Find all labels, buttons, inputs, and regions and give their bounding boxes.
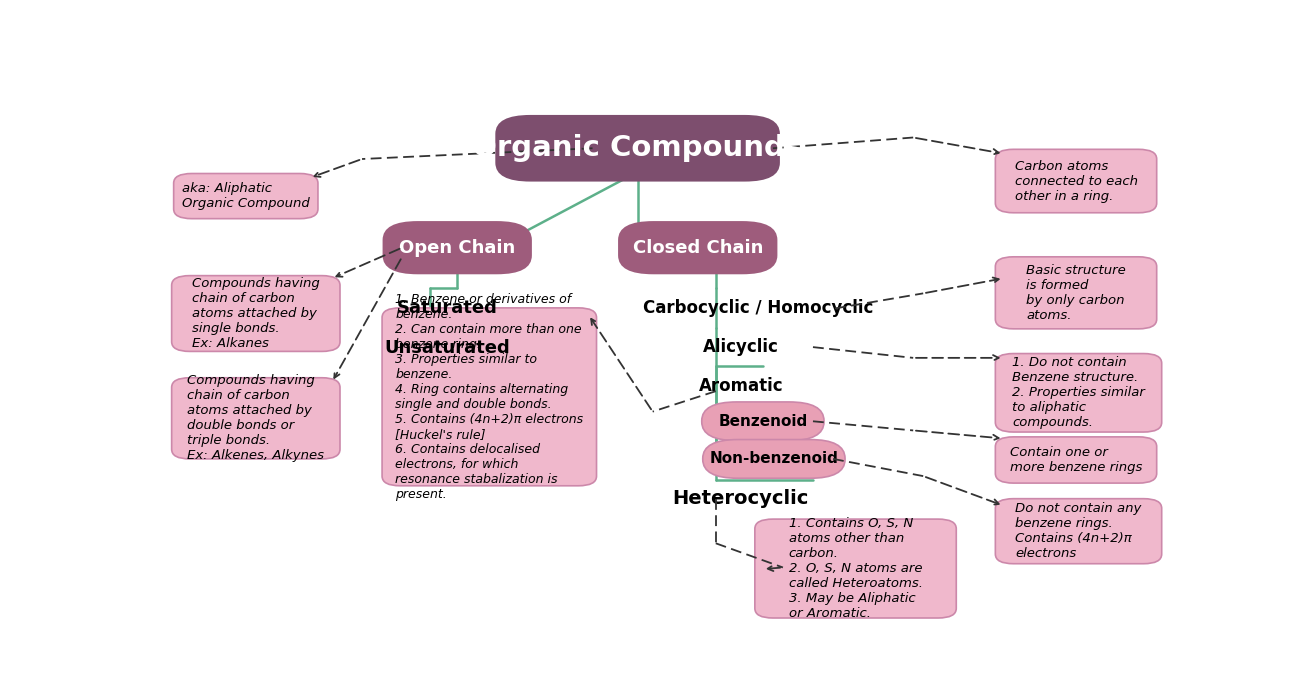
FancyBboxPatch shape (996, 354, 1161, 432)
Text: aka: Aliphatic
Organic Compound: aka: Aliphatic Organic Compound (182, 182, 310, 210)
FancyBboxPatch shape (996, 437, 1157, 483)
Text: Organic Compounds: Organic Compounds (472, 134, 803, 162)
FancyBboxPatch shape (383, 308, 596, 486)
Text: Basic structure
is formed
by only carbon
atoms.: Basic structure is formed by only carbon… (1027, 264, 1126, 322)
FancyBboxPatch shape (702, 402, 824, 440)
Text: Closed Chain: Closed Chain (632, 239, 763, 257)
Text: Non-benzenoid: Non-benzenoid (710, 452, 838, 466)
Text: Carbocyclic / Homocyclic: Carbocyclic / Homocyclic (643, 299, 873, 318)
Text: Contain one or
more benzene rings: Contain one or more benzene rings (1010, 446, 1142, 474)
Text: Carbon atoms
connected to each
other in a ring.: Carbon atoms connected to each other in … (1015, 160, 1138, 202)
Text: Saturated: Saturated (397, 299, 498, 318)
FancyBboxPatch shape (703, 440, 846, 478)
Text: 1. Contains O, S, N
atoms other than
carbon.
2. O, S, N atoms are
called Heteroa: 1. Contains O, S, N atoms other than car… (789, 517, 923, 620)
Text: 1. Do not contain
Benzene structure.
2. Properties similar
to aliphatic
compound: 1. Do not contain Benzene structure. 2. … (1012, 356, 1146, 429)
Text: Compounds having
chain of carbon
atoms attached by
double bonds or
triple bonds.: Compounds having chain of carbon atoms a… (187, 374, 325, 462)
FancyBboxPatch shape (383, 221, 531, 274)
FancyBboxPatch shape (996, 498, 1161, 564)
Text: Benzenoid: Benzenoid (718, 414, 808, 429)
Text: Alicyclic: Alicyclic (703, 338, 778, 356)
Text: Aromatic: Aromatic (698, 377, 784, 395)
FancyBboxPatch shape (996, 149, 1157, 213)
FancyBboxPatch shape (755, 519, 957, 618)
Text: Do not contain any
benzene rings.
Contains (4n+2)π
electrons: Do not contain any benzene rings. Contai… (1015, 502, 1142, 560)
Text: Unsaturated: Unsaturated (384, 339, 511, 357)
FancyBboxPatch shape (172, 276, 340, 351)
Text: Heterocyclic: Heterocyclic (672, 489, 809, 508)
FancyBboxPatch shape (172, 378, 340, 459)
FancyBboxPatch shape (495, 115, 780, 181)
FancyBboxPatch shape (618, 221, 777, 274)
Text: Compounds having
chain of carbon
atoms attached by
single bonds.
Ex: Alkanes: Compounds having chain of carbon atoms a… (191, 277, 319, 350)
FancyBboxPatch shape (996, 257, 1157, 329)
FancyBboxPatch shape (173, 174, 318, 218)
Text: Open Chain: Open Chain (400, 239, 516, 257)
Text: 1. Benzene or derivatives of
benzene.
2. Can contain more than one
benzene ring.: 1. Benzene or derivatives of benzene. 2.… (396, 293, 583, 501)
